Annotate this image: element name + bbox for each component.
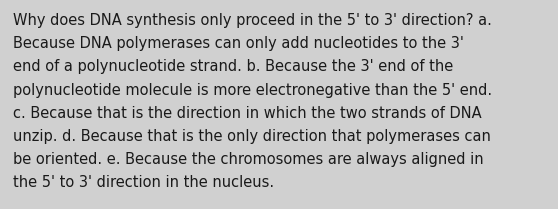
Text: unzip. d. Because that is the only direction that polymerases can: unzip. d. Because that is the only direc…: [13, 129, 491, 144]
Text: end of a polynucleotide strand. b. Because the 3' end of the: end of a polynucleotide strand. b. Becau…: [13, 59, 453, 74]
Text: the 5' to 3' direction in the nucleus.: the 5' to 3' direction in the nucleus.: [13, 175, 274, 190]
Text: be oriented. e. Because the chromosomes are always aligned in: be oriented. e. Because the chromosomes …: [13, 152, 484, 167]
Text: polynucleotide molecule is more electronegative than the 5' end.: polynucleotide molecule is more electron…: [13, 83, 492, 98]
Text: Why does DNA synthesis only proceed in the 5' to 3' direction? a.: Why does DNA synthesis only proceed in t…: [13, 13, 492, 28]
Text: c. Because that is the direction in which the two strands of DNA: c. Because that is the direction in whic…: [13, 106, 482, 121]
Text: Because DNA polymerases can only add nucleotides to the 3': Because DNA polymerases can only add nuc…: [13, 36, 464, 51]
